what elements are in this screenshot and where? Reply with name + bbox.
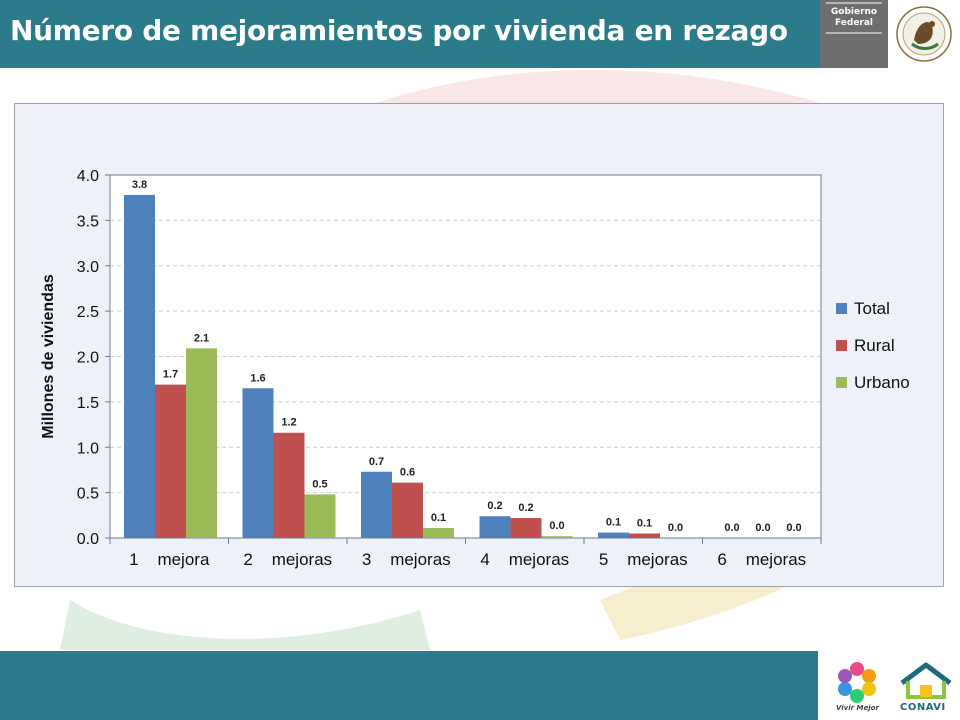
bar-rural xyxy=(392,482,423,538)
y-tick-label: 2.5 xyxy=(77,304,99,321)
data-label: 0.0 xyxy=(724,522,739,534)
data-label: 0.0 xyxy=(549,520,564,532)
legend-swatch-total xyxy=(836,303,847,314)
x-category-label: 3 mejoras xyxy=(362,550,451,569)
bar-total xyxy=(598,532,629,538)
data-label: 0.0 xyxy=(786,522,801,534)
bar-total xyxy=(124,194,155,538)
vivir-mejor-caption: Vivir Mejor xyxy=(836,704,879,712)
bar-total xyxy=(479,516,511,538)
header-bar: Número de mejoramientos por vivienda en … xyxy=(0,0,960,68)
y-tick-label: 0.5 xyxy=(77,486,99,503)
gov-line-1: Gobierno xyxy=(830,7,878,17)
bar-total xyxy=(361,471,392,538)
gov-divider xyxy=(826,2,882,34)
gobierno-federal-logo: Gobierno Federal xyxy=(820,0,888,68)
data-label: 0.2 xyxy=(518,502,533,514)
data-label: 0.2 xyxy=(487,500,502,512)
data-label: 0.7 xyxy=(369,456,384,468)
national-seal xyxy=(888,0,960,68)
vivir-mejor-logo-icon xyxy=(838,662,876,703)
bar-rural xyxy=(155,384,186,538)
footer-bar xyxy=(0,651,960,720)
data-label: 0.6 xyxy=(400,467,415,479)
bar-total xyxy=(242,388,274,538)
conavi-house-icon xyxy=(900,662,952,699)
page-title: Número de mejoramientos por vivienda en … xyxy=(10,14,788,47)
data-label: 3.8 xyxy=(132,179,147,191)
y-tick-label: 2.0 xyxy=(77,350,99,367)
bar-urbano xyxy=(304,494,336,538)
data-label: 0.1 xyxy=(606,517,621,529)
x-category-label: 4 mejoras xyxy=(480,550,569,569)
data-label: 0.5 xyxy=(312,478,327,490)
data-label: 0.1 xyxy=(431,512,446,524)
bar-rural xyxy=(629,533,660,538)
data-label: 1.6 xyxy=(250,372,265,384)
bar-rural xyxy=(273,432,305,538)
data-label: 0.0 xyxy=(755,522,770,534)
y-tick-label: 3.0 xyxy=(77,259,99,276)
y-tick-label: 1.0 xyxy=(77,440,99,457)
x-category-label: 6 mejoras xyxy=(717,550,806,569)
data-label: 0.1 xyxy=(637,517,652,529)
y-tick-label: 4.0 xyxy=(77,168,99,185)
y-axis-title: Millones de viviendas xyxy=(40,274,57,439)
footer-logos: Vivir Mejor CONAVI xyxy=(818,651,960,720)
bar-urbano xyxy=(423,528,454,538)
plot-area xyxy=(110,175,821,538)
legend-swatch-rural xyxy=(836,340,847,351)
x-category-label: 5 mejoras xyxy=(599,550,688,569)
gov-line-2: Federal xyxy=(834,18,874,28)
bar-urbano xyxy=(186,348,217,538)
data-label: 1.2 xyxy=(281,417,296,429)
legend-label-rural: Rural xyxy=(854,336,895,355)
y-tick-label: 0.0 xyxy=(77,531,99,548)
legend-label-total: Total xyxy=(854,299,890,318)
conavi-wordmark: CONAVI xyxy=(900,702,946,713)
bar-chart: 0.0 0.5 1.0 1.5 2.0 2.5 3.0 3.5 4.0 3.8 1.7 2.1 1 me… xyxy=(40,168,822,569)
data-label: 0.0 xyxy=(668,522,683,534)
chart-frame: 0.0 0.5 1.0 1.5 2.0 2.5 3.0 3.5 4.0 3.8 1.7 2.1 1 me… xyxy=(14,103,944,587)
legend-swatch-urbano xyxy=(836,377,847,388)
x-category-label: 1 mejora xyxy=(129,550,210,569)
bar-urbano xyxy=(541,536,573,538)
bar-rural xyxy=(510,518,542,538)
eagle-seal-icon xyxy=(896,6,952,62)
y-tick-label: 3.5 xyxy=(77,213,99,230)
y-tick-label: 1.5 xyxy=(77,395,99,412)
data-label: 1.7 xyxy=(163,369,178,381)
x-category-label: 2 mejoras xyxy=(243,550,332,569)
data-label: 2.1 xyxy=(194,332,209,344)
legend-label-urbano: Urbano xyxy=(854,373,910,392)
